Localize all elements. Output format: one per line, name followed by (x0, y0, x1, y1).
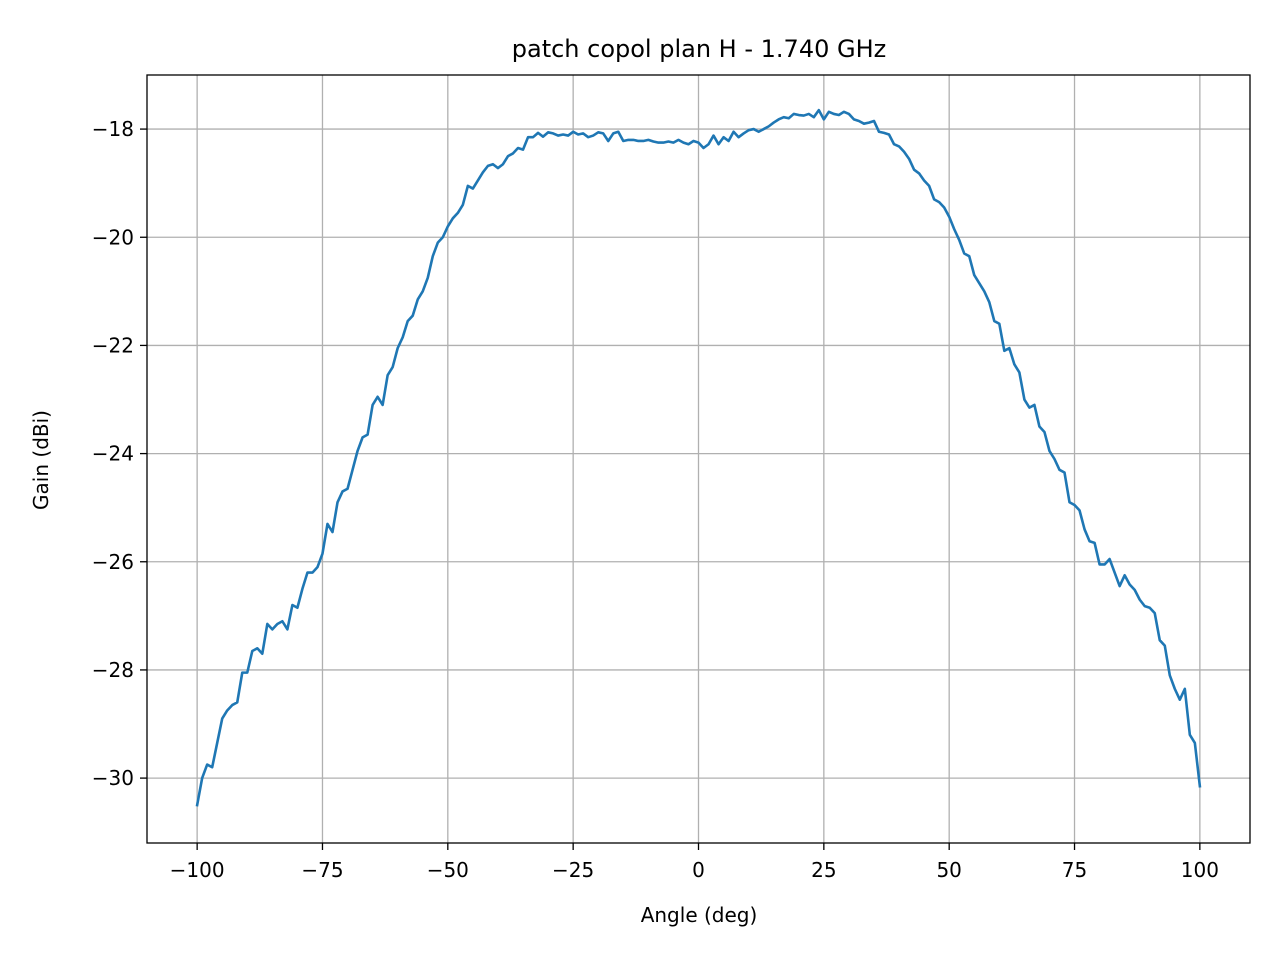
ticks: −100 −75 −50 −25 0 25 50 75 100 −30 −28 −26 −24 −22 −2… (92, 117, 1219, 882)
plot-area (195, 108, 1202, 807)
chart-title: patch copol plan H - 1.740 GHz (512, 35, 886, 63)
x-tick-label: 25 (811, 858, 836, 882)
x-axis-label: Angle (deg) (641, 903, 758, 927)
y-tick-label: −30 (92, 766, 134, 790)
x-tick-label: −75 (301, 858, 343, 882)
y-axis-label: Gain (dBi) (29, 410, 53, 510)
y-tick-label: −24 (92, 442, 134, 466)
series-line (195, 108, 1202, 807)
x-tick-label: −100 (170, 858, 225, 882)
y-tick-label: −28 (92, 658, 134, 682)
y-tick-label: −26 (92, 550, 134, 574)
grid (147, 75, 1250, 843)
x-tick-label: 100 (1181, 858, 1219, 882)
y-tick-label: −18 (92, 117, 134, 141)
y-tick-label: −22 (92, 333, 134, 357)
x-tick-label: 0 (692, 858, 705, 882)
x-tick-label: −50 (427, 858, 469, 882)
x-tick-label: 50 (936, 858, 961, 882)
x-tick-label: 75 (1062, 858, 1087, 882)
x-tick-label: −25 (552, 858, 594, 882)
y-tick-label: −20 (92, 225, 134, 249)
